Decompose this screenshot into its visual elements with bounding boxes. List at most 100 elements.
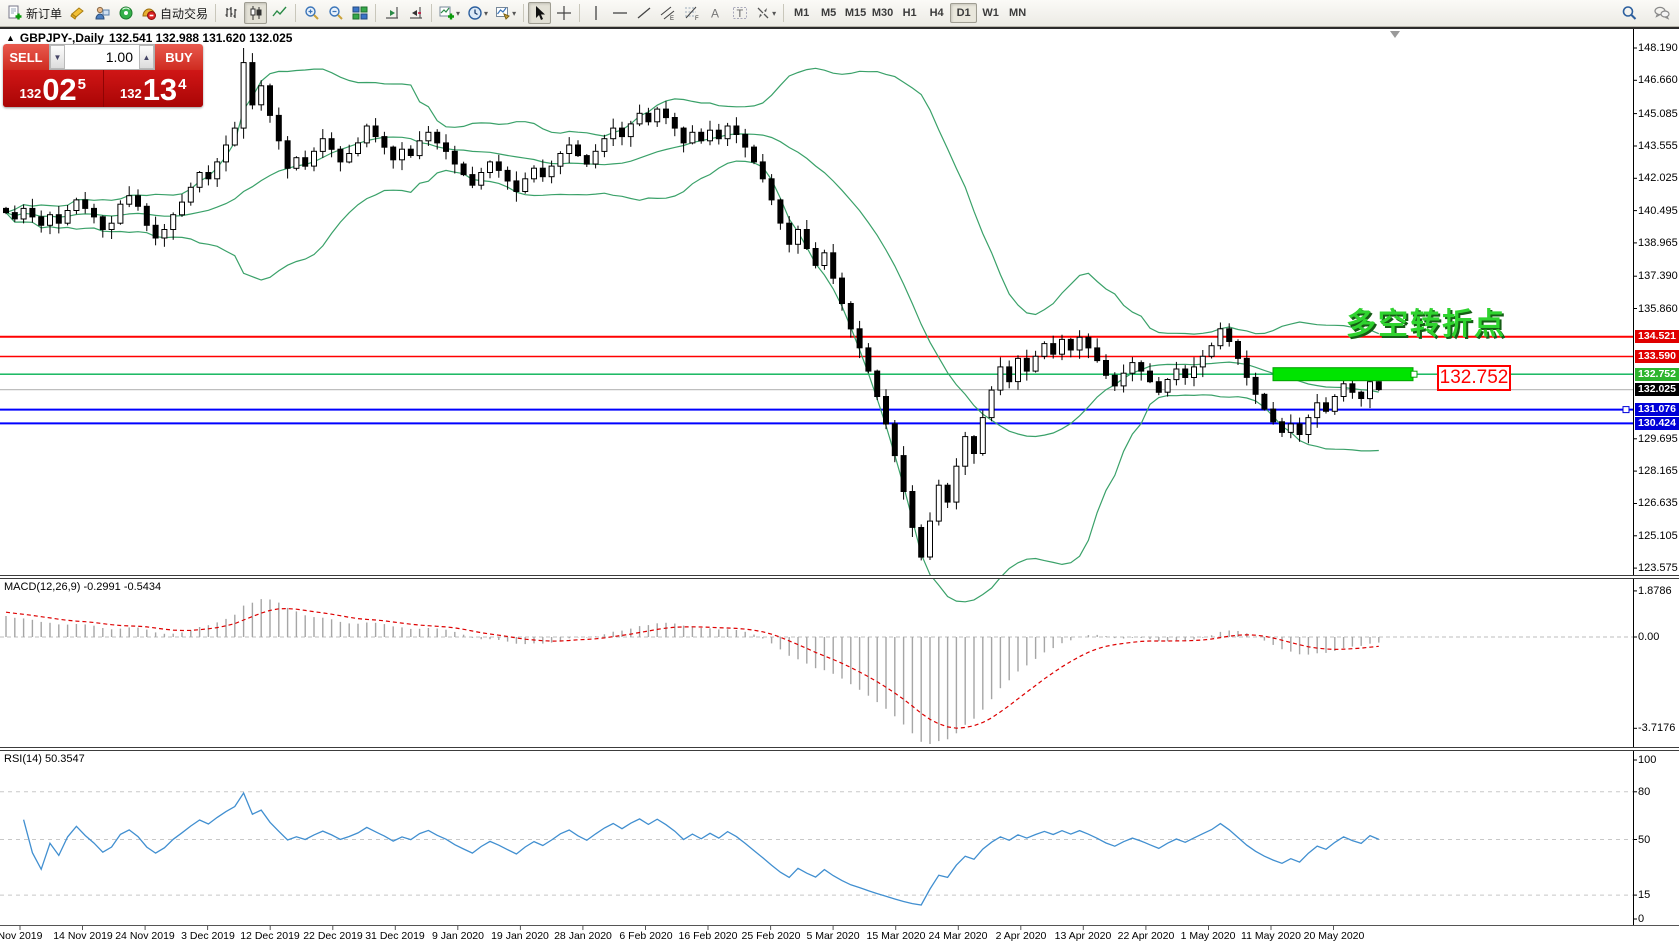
dropdown-caret-icon[interactable]: ▾ [512, 8, 517, 18]
sell-price-display[interactable]: 132 02 5 [3, 70, 104, 107]
timeframe-cluster: M1 M5 M15 M30 H1 H4 D1 W1 MN [788, 3, 1031, 23]
timeframe-button-w1[interactable]: W1 [982, 7, 999, 19]
timeframe-button-d1[interactable]: D1 [950, 3, 978, 23]
date-axis-label: 6 Feb 2020 [619, 930, 673, 942]
date-axis-label: Nov 2019 [0, 930, 43, 942]
date-axis-label: 12 Dec 2019 [240, 930, 300, 942]
timeframe-button-h1[interactable]: H1 [902, 7, 917, 19]
horizontal-line-button[interactable] [608, 2, 631, 24]
dropdown-caret-icon[interactable]: ▾ [484, 8, 489, 18]
date-axis-label: 20 May 2020 [1303, 930, 1365, 942]
zoom-out-button[interactable] [324, 2, 347, 24]
chart-symbol-icon: ▲ [6, 33, 15, 43]
timeframe-button-m30[interactable]: M30 [871, 7, 894, 19]
rsi-axis-tick: 80 [1638, 786, 1651, 798]
new-order-label: 新订单 [26, 6, 63, 21]
zoom-in-button[interactable] [300, 2, 323, 24]
price-axis-tick: 140.495 [1638, 205, 1678, 217]
crosshair-button[interactable] [552, 2, 575, 24]
toolbar-separator [215, 4, 217, 22]
date-axis-label: 31 Dec 2019 [365, 930, 425, 942]
price-line-badge: 133.590 [1635, 350, 1679, 363]
volume-increase-button[interactable]: ▲ [139, 45, 154, 69]
search-button[interactable] [1617, 2, 1640, 24]
date-axis-label: 13 Apr 2020 [1054, 930, 1112, 942]
periods-clock-icon [468, 6, 482, 20]
signals-icon [119, 6, 133, 20]
date-axis-label: 5 Mar 2020 [806, 930, 860, 942]
bar-chart-button[interactable] [220, 2, 243, 24]
chart-title: ▲ GBPJPY-,Daily 132.541 132.988 131.620 … [6, 31, 292, 45]
trendline-button[interactable] [632, 2, 655, 24]
new-order-button[interactable]: 新订单 [4, 2, 65, 24]
rsi-axis-tick: 100 [1638, 754, 1657, 766]
sell-price-pips: 02 [42, 72, 77, 107]
arrows-icon [757, 7, 769, 19]
dropdown-caret-icon[interactable]: ▾ [772, 8, 777, 18]
sell-button[interactable]: SELL [3, 44, 49, 70]
chat-button[interactable] [1650, 2, 1673, 24]
text-label-button[interactable]: T [728, 2, 751, 24]
autotrading-icon [142, 8, 157, 20]
price-axis-tick: 126.635 [1638, 497, 1678, 509]
toolbar-separator [375, 4, 377, 22]
expert-advisor-icon [95, 6, 110, 20]
toolbar-separator [295, 4, 297, 22]
crosshair-icon [556, 6, 571, 20]
chart-shift-marker[interactable] [1390, 31, 1400, 38]
timeframe-button-h4[interactable]: H4 [929, 7, 944, 19]
auto-scroll-button[interactable] [380, 2, 403, 24]
toolbar-separator [579, 4, 581, 22]
chart-shift-button[interactable] [404, 2, 427, 24]
templates-button[interactable]: ▾ [492, 2, 519, 24]
price-axis-tick: 138.965 [1638, 237, 1678, 249]
vertical-line-icon [594, 6, 597, 20]
timeframe-button-m5[interactable]: M5 [820, 7, 837, 19]
candlestick-chart-icon [250, 6, 262, 20]
price-axis-tick: 145.085 [1638, 108, 1678, 120]
expert-advisors-button[interactable] [90, 2, 113, 24]
periods-button[interactable]: ▾ [464, 2, 491, 24]
macd-axis-tick: 0.00 [1638, 631, 1660, 643]
arrows-button[interactable]: ▾ [752, 2, 779, 24]
date-axis-label: 28 Jan 2020 [554, 930, 612, 942]
dropdown-caret-icon[interactable]: ▾ [456, 8, 461, 18]
vertical-line-button[interactable] [584, 2, 607, 24]
buy-button[interactable]: BUY [155, 44, 203, 70]
candlestick-chart-button[interactable] [244, 2, 268, 24]
rsi-label: RSI(14) 50.3547 [4, 753, 85, 765]
timeframe-button-m1[interactable]: M1 [793, 7, 810, 19]
date-axis-label: 15 Mar 2020 [866, 930, 926, 942]
equidistant-channel-button[interactable]: E [656, 2, 679, 24]
fibonacci-button[interactable]: F [680, 2, 703, 24]
autotrading-button[interactable]: 自动交易 [138, 2, 211, 24]
line-chart-button[interactable] [268, 2, 291, 24]
history-center-button[interactable] [66, 2, 89, 24]
tile-windows-button[interactable] [348, 2, 371, 24]
timeframe-button-mn[interactable]: MN [1009, 7, 1027, 19]
chart-window-border [0, 27, 1679, 29]
macd-panel-splitter[interactable] [0, 575, 1679, 579]
text-label-icon: T [732, 7, 747, 20]
volume-input[interactable] [65, 45, 139, 69]
date-axis-label: 22 Apr 2020 [1117, 930, 1175, 942]
price-axis-tick: 123.575 [1638, 562, 1678, 574]
indicators-button[interactable]: ▾ [436, 2, 463, 24]
cursor-button[interactable] [528, 2, 552, 24]
price-axis-tick: 143.555 [1638, 140, 1678, 152]
timeframe-button-m15[interactable]: M15 [844, 7, 867, 19]
signals-button[interactable] [114, 2, 137, 24]
date-axis-label: 9 Jan 2020 [432, 930, 484, 942]
chart-symbol-label: GBPJPY-,Daily [19, 31, 104, 45]
text-button[interactable]: A [704, 2, 727, 24]
bar-chart-icon [225, 7, 237, 18]
text-icon: A [711, 7, 719, 21]
price-box-annotation[interactable]: 132.752 [1437, 365, 1511, 391]
buy-price-pips: 13 [142, 72, 178, 107]
trendline-icon [637, 7, 650, 19]
buy-price-point: 4 [178, 76, 187, 93]
rsi-panel-splitter[interactable] [0, 747, 1679, 751]
volume-decrease-button[interactable]: ▼ [50, 45, 65, 69]
buy-price-display[interactable]: 132 13 4 [103, 70, 203, 107]
